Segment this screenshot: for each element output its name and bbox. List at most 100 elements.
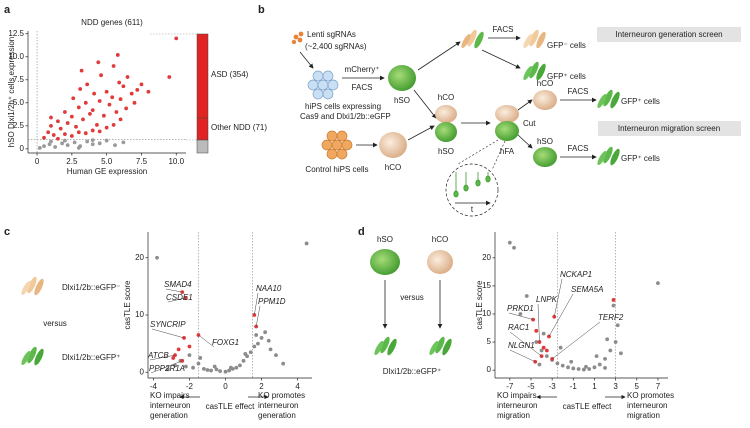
point xyxy=(507,240,512,245)
x-tick-label: -7 xyxy=(506,382,514,391)
cell-icon xyxy=(19,275,46,297)
point xyxy=(183,364,188,369)
point xyxy=(71,96,76,101)
point xyxy=(79,68,84,73)
label: hSO xyxy=(438,147,454,156)
point xyxy=(584,364,588,369)
point xyxy=(90,138,95,143)
x-tick-label: 2 xyxy=(259,382,264,391)
label: hCO xyxy=(537,79,553,88)
point xyxy=(62,132,67,137)
point xyxy=(46,130,51,135)
axis-note: KO promotes xyxy=(627,391,674,400)
point xyxy=(104,89,109,94)
point xyxy=(135,88,140,92)
label: FACS xyxy=(568,87,589,96)
point xyxy=(218,369,222,374)
label: GFP⁺ cells xyxy=(621,154,660,163)
point xyxy=(76,105,81,110)
point xyxy=(209,368,213,373)
label: hiPS cells expressing xyxy=(305,102,381,111)
point xyxy=(541,331,546,336)
x-tick-label: 0 xyxy=(35,157,40,166)
point xyxy=(129,91,134,96)
point xyxy=(58,126,63,131)
axis-note: migration xyxy=(627,411,660,420)
point xyxy=(95,123,99,127)
gene-label: SYNCRIP xyxy=(150,320,186,329)
point xyxy=(534,340,539,344)
point xyxy=(576,367,581,371)
point xyxy=(114,110,119,114)
point xyxy=(605,337,610,342)
point xyxy=(656,281,660,285)
point xyxy=(608,348,613,353)
point xyxy=(110,95,115,100)
point xyxy=(611,303,616,308)
point xyxy=(252,344,257,349)
axis-note: generation xyxy=(258,411,296,420)
point xyxy=(56,119,60,124)
point xyxy=(518,312,523,316)
hso-organoid xyxy=(435,122,457,142)
panel-label: d xyxy=(358,226,365,238)
point xyxy=(92,91,97,96)
gene-label: RAC1 xyxy=(508,323,529,332)
label: Control hiPS cells xyxy=(305,165,368,174)
point xyxy=(125,75,130,79)
label: Interneuron migration screen xyxy=(618,124,720,133)
y-axis-label: casTLE score xyxy=(475,280,484,329)
diagram-b: Lenti sgRNAs (~2,400 sgRNAs) mCherry⁺ FA… xyxy=(291,25,741,217)
point xyxy=(611,298,616,302)
annotation-leader xyxy=(551,321,601,360)
point xyxy=(266,338,271,343)
x-tick-label: 1 xyxy=(592,382,597,391)
gene-label: FOXG1 xyxy=(212,338,239,347)
label: mCherry⁺ xyxy=(345,65,380,74)
point xyxy=(176,347,181,352)
point xyxy=(139,82,144,87)
x-tick-label: 5.0 xyxy=(101,157,113,166)
point xyxy=(274,353,278,357)
point xyxy=(571,366,576,371)
label: Interneuron generation screen xyxy=(615,30,722,39)
point xyxy=(569,359,574,364)
annotation-leader xyxy=(254,292,259,316)
x-tick-label: -2 xyxy=(186,382,194,391)
point xyxy=(104,138,109,143)
y-tick-label: 0 xyxy=(487,365,492,374)
x-tick-label: 0 xyxy=(223,382,228,391)
gene-label: PPP2R1A xyxy=(149,364,185,373)
panel-label: b xyxy=(258,4,265,16)
point xyxy=(603,365,607,370)
point xyxy=(111,64,116,68)
point xyxy=(90,142,95,147)
point xyxy=(248,350,253,355)
point xyxy=(49,139,53,144)
x-tick-label: -4 xyxy=(150,382,158,391)
annotation-leader xyxy=(255,305,261,327)
point xyxy=(124,106,129,111)
zoom-circle xyxy=(445,163,499,217)
point xyxy=(597,362,602,367)
hco-organoid xyxy=(435,105,457,123)
axis-note: interneuron xyxy=(150,401,190,410)
point xyxy=(90,108,95,113)
point xyxy=(62,138,67,143)
axis-note: interneuron xyxy=(497,401,537,410)
point xyxy=(581,367,586,372)
label: Lenti sgRNAs xyxy=(307,30,356,39)
point xyxy=(603,357,607,361)
point xyxy=(541,345,546,350)
panel-label: a xyxy=(4,4,11,16)
label: hCO xyxy=(432,235,448,244)
x-tick-label: -1 xyxy=(570,382,578,391)
label: Cut xyxy=(523,119,536,128)
point xyxy=(51,133,56,137)
point xyxy=(88,111,92,116)
point xyxy=(566,365,570,370)
point xyxy=(304,241,309,246)
point xyxy=(90,128,95,133)
label: GFP⁺ cells xyxy=(621,97,660,106)
